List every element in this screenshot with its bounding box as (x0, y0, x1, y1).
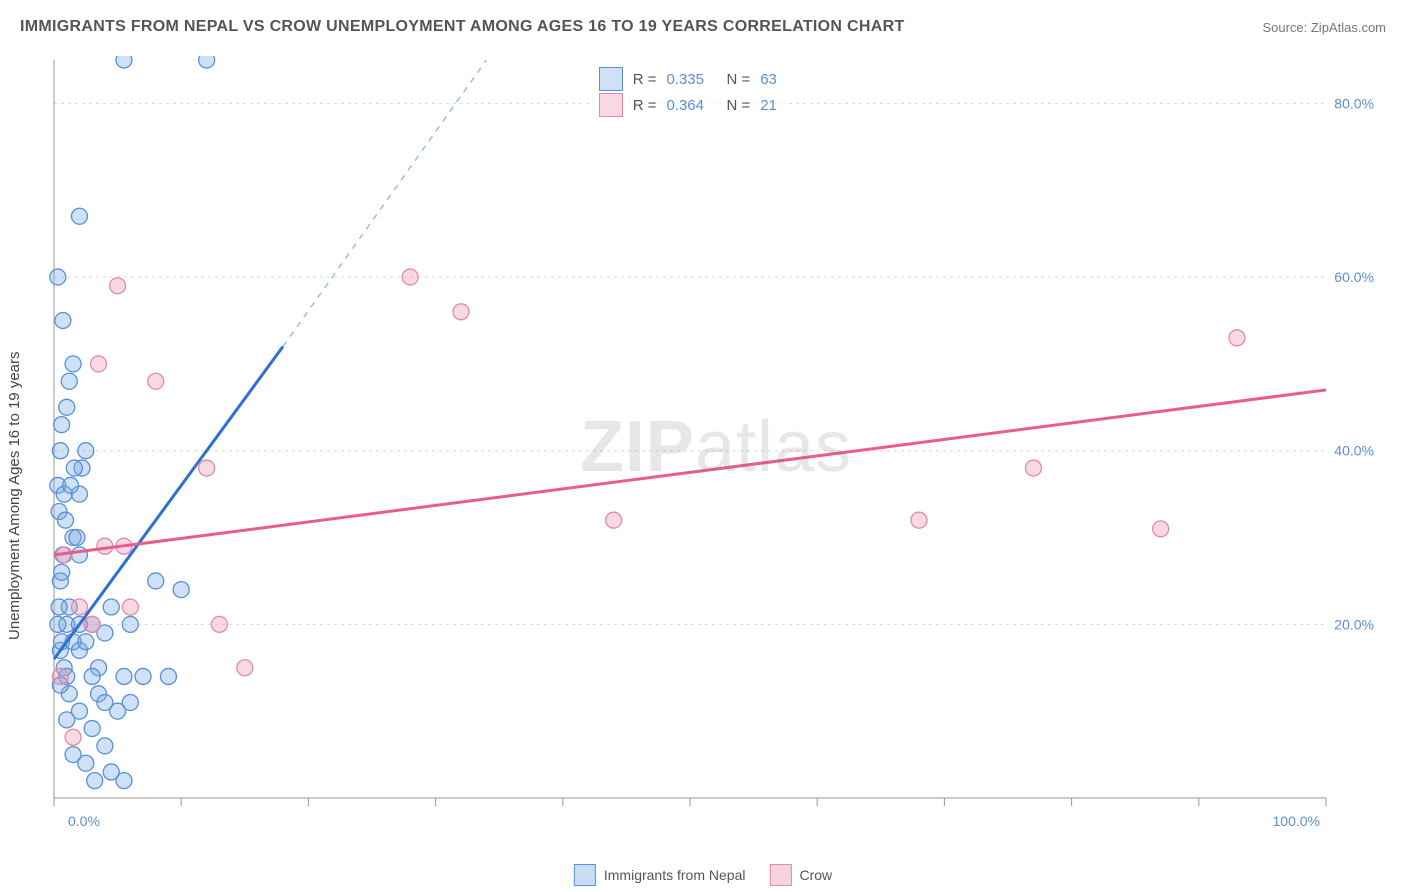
point-nepal (116, 668, 132, 684)
point-nepal (57, 512, 73, 528)
point-nepal (135, 668, 151, 684)
point-nepal (78, 443, 94, 459)
source-label: Source: ZipAtlas.com (1262, 20, 1386, 35)
point-nepal (65, 356, 81, 372)
point-crow (453, 304, 469, 320)
x-tick-label: 0.0% (68, 813, 100, 829)
point-nepal (173, 582, 189, 598)
point-nepal (84, 721, 100, 737)
y-tick-label: 20.0% (1334, 616, 1374, 632)
point-nepal (55, 312, 71, 328)
point-nepal (52, 443, 68, 459)
y-axis-label: Unemployment Among Ages 16 to 19 years (6, 351, 23, 640)
point-crow (71, 599, 87, 615)
point-nepal (87, 773, 103, 789)
legend-series-label: Crow (799, 867, 832, 883)
point-nepal (122, 616, 138, 632)
legend-n-label: N = (726, 71, 750, 88)
point-crow (122, 599, 138, 615)
legend-swatch (599, 93, 623, 117)
point-nepal (116, 56, 132, 68)
point-nepal (78, 634, 94, 650)
point-nepal (199, 56, 215, 68)
point-nepal (50, 616, 66, 632)
point-crow (606, 512, 622, 528)
point-nepal (69, 530, 85, 546)
legend-series-item: Immigrants from Nepal (574, 864, 746, 886)
point-crow (199, 460, 215, 476)
point-nepal (50, 269, 66, 285)
legend-swatch (599, 67, 623, 91)
y-tick-label: 40.0% (1334, 443, 1374, 459)
legend-r-label: R = (633, 97, 657, 114)
point-nepal (51, 599, 67, 615)
legend-swatch (574, 864, 596, 886)
chart-area: 20.0%40.0%60.0%80.0%0.0%100.0% ZIPatlas … (46, 56, 1386, 838)
point-crow (402, 269, 418, 285)
legend-correlation: R = 0.335 N = 63 R = 0.364 N = 21 (589, 62, 787, 122)
legend-r-value: 0.364 (666, 97, 716, 114)
point-nepal (78, 755, 94, 771)
point-crow (1025, 460, 1041, 476)
point-crow (91, 356, 107, 372)
point-nepal (122, 694, 138, 710)
legend-correlation-row: R = 0.364 N = 21 (599, 92, 777, 118)
point-nepal (71, 208, 87, 224)
x-tick-label: 100.0% (1273, 813, 1320, 829)
point-nepal (59, 399, 75, 415)
legend-swatch (769, 864, 791, 886)
point-nepal (61, 373, 77, 389)
point-crow (148, 373, 164, 389)
point-nepal (54, 564, 70, 580)
point-nepal (116, 773, 132, 789)
point-nepal (84, 668, 100, 684)
legend-series-label: Immigrants from Nepal (604, 867, 746, 883)
legend-r-label: R = (633, 71, 657, 88)
point-nepal (160, 668, 176, 684)
chart-title: IMMIGRANTS FROM NEPAL VS CROW UNEMPLOYME… (20, 18, 905, 36)
point-crow (65, 729, 81, 745)
point-nepal (59, 712, 75, 728)
point-crow (211, 616, 227, 632)
point-nepal (63, 477, 79, 493)
point-nepal (71, 547, 87, 563)
point-nepal (97, 738, 113, 754)
point-nepal (103, 599, 119, 615)
y-tick-label: 80.0% (1334, 95, 1374, 111)
chart-svg: 20.0% 40.0% 60.0% 80.0% 0.0% 100.0% (46, 56, 1386, 838)
legend-r-value: 0.335 (666, 71, 716, 88)
point-crow (84, 616, 100, 632)
legend-n-label: N = (726, 97, 750, 114)
legend-n-value: 63 (760, 71, 777, 88)
legend-n-value: 21 (760, 97, 777, 114)
point-nepal (54, 417, 70, 433)
legend-series-item: Crow (769, 864, 832, 886)
point-crow (911, 512, 927, 528)
legend-series: Immigrants from Nepal Crow (574, 864, 832, 886)
point-nepal (66, 460, 82, 476)
point-crow (110, 278, 126, 294)
point-crow (237, 660, 253, 676)
point-crow (52, 668, 68, 684)
point-nepal (148, 573, 164, 589)
y-tick-label: 60.0% (1334, 269, 1374, 285)
point-crow (1229, 330, 1245, 346)
legend-correlation-row: R = 0.335 N = 63 (599, 66, 777, 92)
point-crow (1153, 521, 1169, 537)
